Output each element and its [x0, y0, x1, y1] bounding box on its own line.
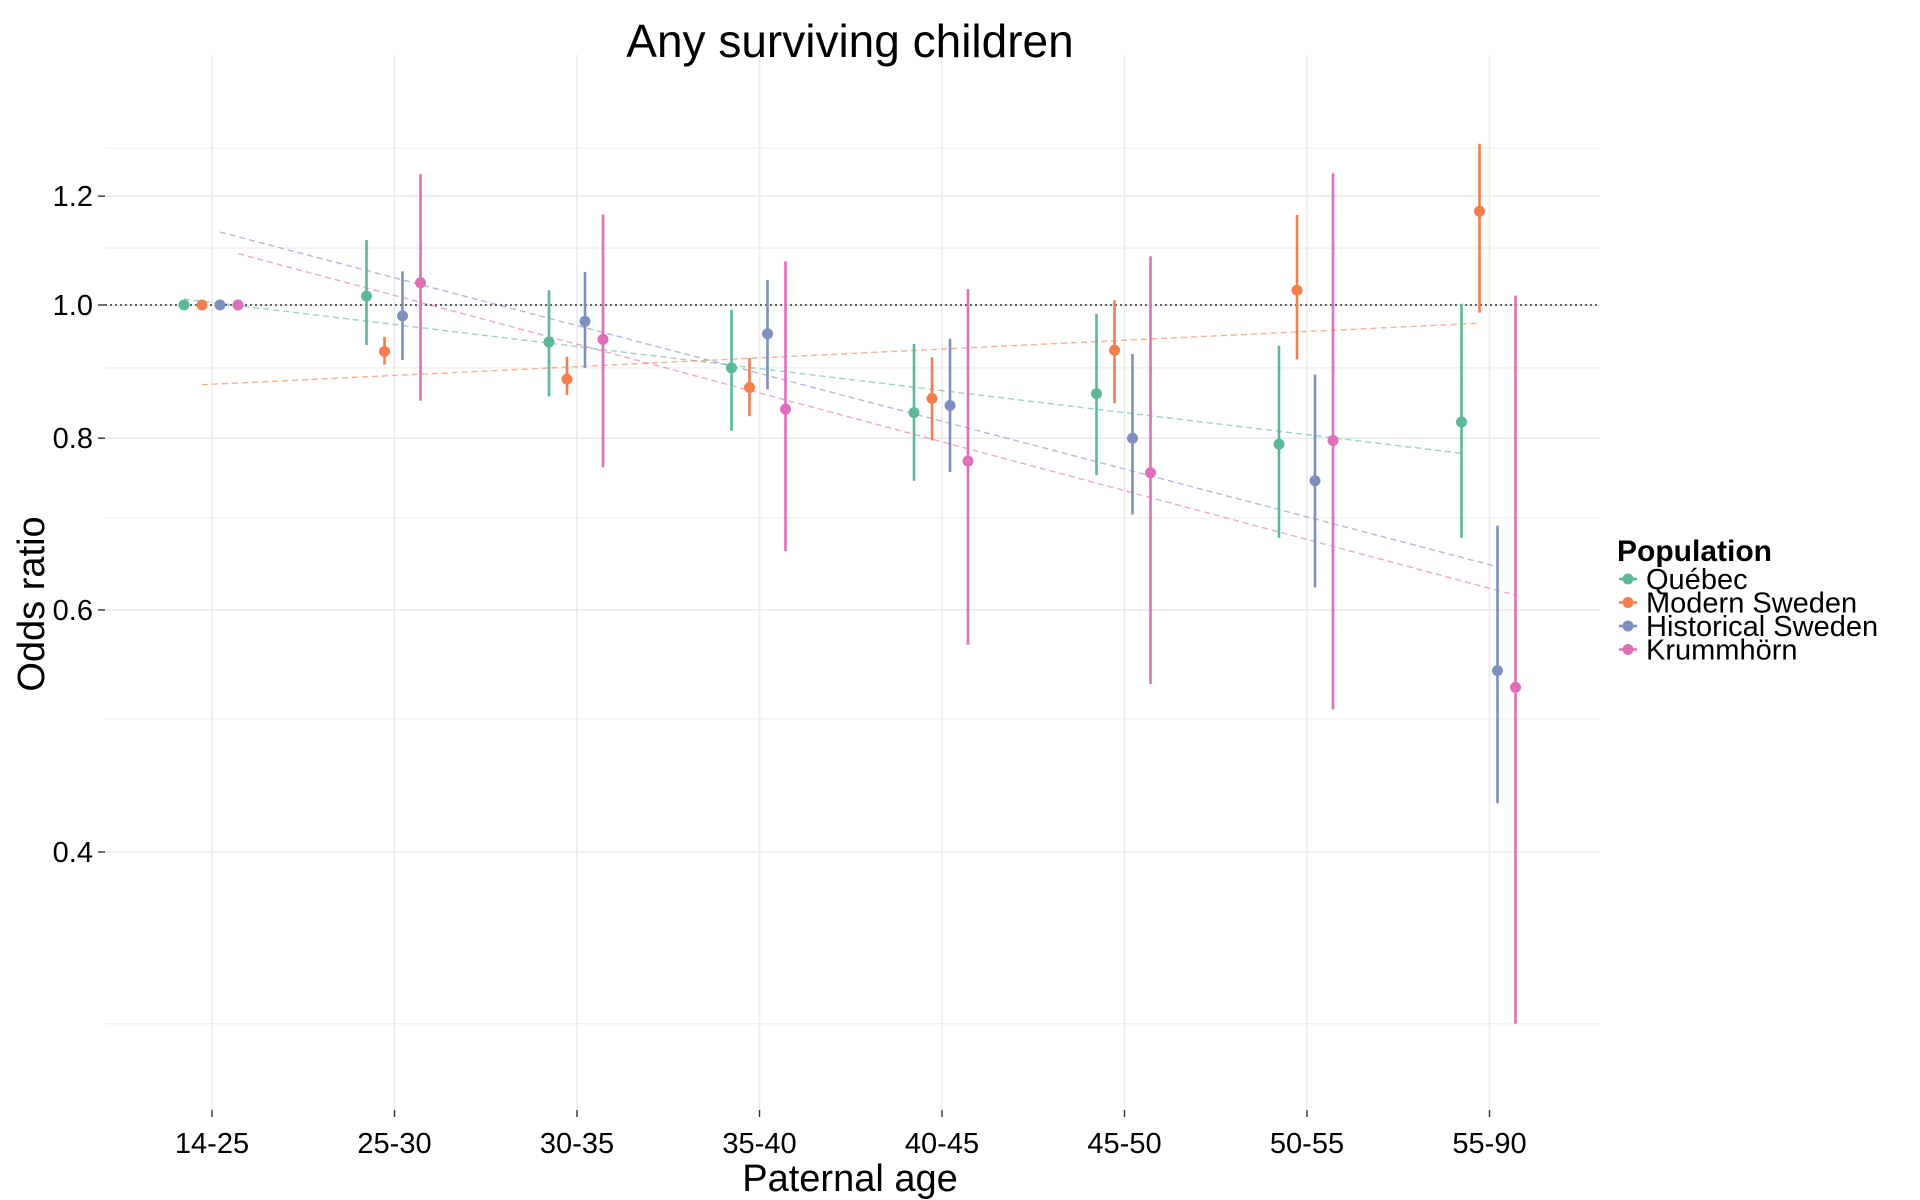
legend-key-point [1622, 620, 1634, 632]
y-tick-label: 0.6 [53, 595, 93, 627]
data-point [780, 403, 791, 415]
data-point [962, 455, 974, 467]
trend-line [201, 322, 1480, 386]
x-tick-label: 55-90 [1452, 1128, 1526, 1160]
trend-line [219, 231, 1498, 568]
y-tick-label: 0.4 [53, 837, 93, 869]
legend-label: Québec [1646, 564, 1748, 596]
y-axis-title: Odds ratio [11, 516, 53, 691]
trend-line [183, 298, 1462, 455]
x-tick-label: 30-35 [540, 1128, 614, 1160]
data-point [1091, 388, 1102, 400]
data-point [178, 299, 190, 311]
legend-key-point [1622, 573, 1634, 585]
data-point [415, 277, 426, 289]
data-marks [178, 143, 1521, 1024]
data-point [908, 407, 920, 419]
data-point [543, 336, 555, 348]
x-tick-label: 50-55 [1270, 1128, 1344, 1160]
y-tick-label: 1.2 [53, 181, 93, 213]
data-point [361, 290, 372, 302]
grid [105, 55, 1600, 1110]
data-point [579, 315, 591, 327]
y-tick-label: 0.8 [53, 423, 93, 455]
data-point [1127, 432, 1138, 444]
legend-key-point [1622, 597, 1634, 608]
data-point [232, 299, 244, 311]
data-point [726, 362, 737, 374]
y-axis: 0.4 0.6 0.8 1.0 1.2 [53, 181, 105, 869]
data-point [926, 393, 938, 405]
x-tick-label: 14-25 [175, 1128, 249, 1160]
legend-label: Krummhörn [1646, 635, 1798, 667]
data-point [762, 328, 773, 340]
chart-title: Any surviving children [626, 15, 1073, 67]
data-point [744, 381, 755, 393]
data-point [1492, 665, 1503, 677]
data-point [561, 373, 573, 385]
x-axis: 14-25 25-30 30-35 35-40 40-45 45-50 50-55 55-90 [175, 1110, 1527, 1160]
data-point [196, 299, 208, 311]
data-point [214, 299, 226, 311]
data-point [597, 333, 609, 345]
x-axis-title: Paternal age [742, 1158, 958, 1200]
x-tick-label: 35-40 [722, 1128, 796, 1160]
data-point [944, 400, 956, 412]
data-point [1474, 205, 1485, 217]
trend-line [237, 252, 1516, 596]
data-point [1109, 344, 1120, 356]
data-point [1510, 681, 1521, 693]
trend-lines [183, 231, 1516, 596]
data-point [397, 310, 408, 322]
x-tick-label: 45-50 [1087, 1128, 1161, 1160]
data-point [379, 346, 390, 358]
data-point [1456, 416, 1467, 428]
legend-label: Historical Sweden [1646, 611, 1878, 643]
data-point [1327, 434, 1339, 446]
data-point [1291, 284, 1303, 296]
data-point [1145, 467, 1156, 479]
y-tick-label: 1.0 [53, 290, 93, 322]
legend-title: Population [1617, 535, 1772, 568]
legend-key-point [1622, 644, 1634, 655]
x-tick-label: 25-30 [357, 1128, 431, 1160]
data-point [1273, 438, 1285, 450]
x-tick-label: 40-45 [905, 1128, 979, 1160]
legend-label: Modern Sweden [1646, 588, 1857, 620]
data-point [1309, 475, 1321, 487]
